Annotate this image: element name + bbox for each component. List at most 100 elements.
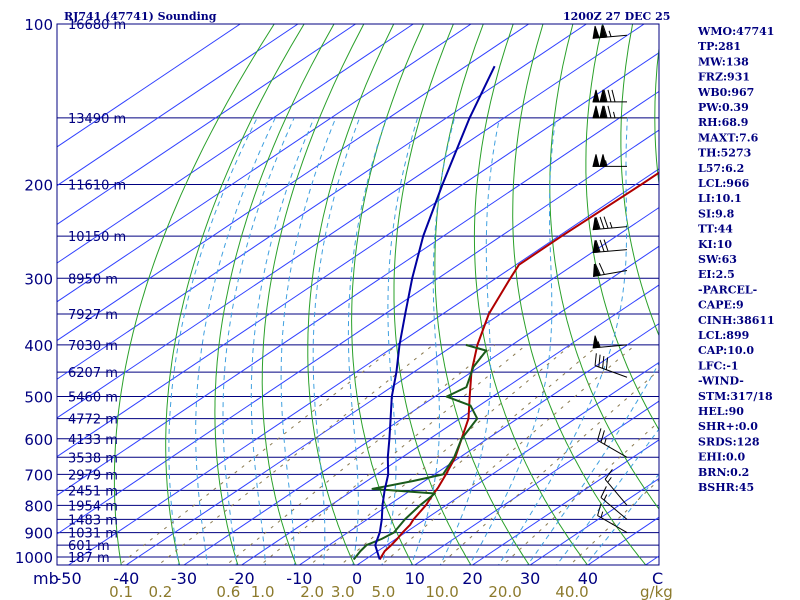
temperature-tick-label: 10: [405, 569, 425, 588]
barb-full: [599, 216, 605, 229]
dry-adiabat: [512, 24, 647, 565]
index-entry: KI:10: [698, 238, 732, 251]
isotherm-line: [414, 556, 427, 565]
wind-barb: [600, 486, 628, 520]
index-entry: SHR+:0.0: [698, 420, 758, 433]
index-entry: BSHR:45: [698, 481, 754, 494]
dry-adiabat: [585, 24, 659, 431]
wind-barbs: [592, 25, 628, 534]
barb-full: [594, 353, 597, 366]
mixing-ratio-tick-label: 0.6: [216, 583, 240, 600]
moist-adiabat: [468, 117, 557, 565]
isotherm-line: [57, 90, 659, 496]
barb-full: [600, 430, 605, 443]
barb-full: [599, 239, 605, 252]
barb-half: [603, 494, 608, 501]
pressure-tick-label: 400: [24, 337, 53, 355]
mixing-ratio-tick-label: 2.0: [300, 583, 324, 600]
barb-shaft: [604, 478, 628, 506]
index-entry: STM:317/18: [698, 390, 773, 403]
isotherm-line: [125, 556, 139, 565]
barb-half: [613, 111, 616, 118]
mixing-ratio-line: [340, 344, 600, 565]
index-entry: TP:281: [698, 40, 741, 53]
parcel-profile: [374, 65, 496, 560]
height-label: 4133 m: [68, 433, 118, 448]
sounding-profiles: [352, 65, 659, 561]
isotherm-line: [356, 556, 370, 565]
plot-frame: [56, 23, 660, 566]
pressure-tick-label: 300: [24, 270, 53, 288]
height-label: 6207 m: [68, 366, 118, 381]
barb-flag: [599, 105, 607, 119]
barb-flag: [599, 25, 607, 39]
index-entry: -WIND-: [698, 375, 744, 388]
temperature-tick-label: -50: [56, 569, 82, 588]
height-label: 8950 m: [68, 272, 118, 287]
barb-half: [604, 438, 607, 445]
mixing-ratio-line: [502, 420, 659, 565]
wind-barb: [592, 25, 628, 39]
barb-flag: [592, 217, 600, 231]
height-label: 1483 m: [68, 513, 118, 528]
index-entry: CAPE:9: [698, 299, 744, 312]
dry-adiabat: [782, 24, 800, 568]
temperature-axis: -50 -40 -30 -20 -10 0 10 20 30 40: [56, 569, 599, 588]
moist-adiabat: [250, 117, 315, 565]
index-entry: FRZ:931: [698, 71, 750, 84]
index-entry: EI:2.5: [698, 268, 735, 281]
index-entry: WB0:967: [697, 86, 754, 99]
barb-flag: [592, 263, 601, 277]
moist-adiabat: [381, 117, 419, 565]
pressure-tick-label: 700: [24, 466, 53, 484]
dry-adiabat: [307, 24, 395, 565]
index-entry: -PARCEL-: [698, 283, 757, 296]
barb-half: [608, 30, 612, 37]
chart-time: 1200Z 27 DEC 25: [563, 10, 670, 23]
barb-full: [607, 89, 612, 103]
isotherm-line: [57, 24, 529, 342]
barb-full: [607, 105, 612, 118]
barb-full: [597, 428, 602, 441]
wind-barb: [592, 154, 627, 167]
wind-barb: [592, 335, 628, 349]
barb-half: [600, 511, 604, 518]
barb-half: [607, 477, 612, 483]
mixing-ratio-tick-label: 0.1: [109, 583, 133, 600]
moist-adiabat: [347, 117, 387, 565]
mixing-ratio-unit-label: g/kg: [640, 583, 673, 600]
barb-full: [603, 105, 608, 118]
mixing-ratio-line: [157, 344, 434, 565]
wind-barb: [597, 428, 628, 458]
barb-flag: [599, 89, 607, 103]
barb-flag: [592, 89, 600, 103]
moist-adiabat: [168, 117, 258, 565]
temperature-tick-label: -30: [171, 569, 197, 588]
celsius-unit-label: C: [652, 569, 663, 588]
barb-full: [602, 356, 605, 369]
index-entry: EHI:0.0: [698, 451, 745, 464]
moist-adiabat: [222, 117, 295, 565]
index-entry: CAP:10.0: [698, 344, 754, 357]
isotherm-line: [299, 556, 312, 565]
pressure-tick-label: 800: [24, 497, 53, 515]
mixing-ratio-line: [439, 369, 659, 565]
isotherm-line: [426, 400, 659, 558]
height-label: 5460 m: [68, 391, 118, 406]
dry-adiabat: [473, 24, 589, 565]
temperature-tick-label: -10: [286, 569, 312, 588]
mixing-ratio-line: [118, 344, 398, 565]
isotherm-line: [57, 24, 356, 225]
index-entry: PW:0.39: [698, 101, 749, 114]
index-entry: MAXT:7.6: [698, 131, 759, 144]
height-labels: 16680 m 13490 m 11610 m 10150 m 8950 m 7927 m…: [68, 18, 126, 566]
moist-adiabat: [526, 362, 659, 565]
index-entry: HEL:90: [698, 405, 744, 418]
isotherm-line: [645, 556, 658, 565]
index-entry: SI:9.8: [698, 207, 735, 220]
isotherm-line: [57, 24, 299, 187]
index-entry: LI:10.1: [698, 192, 742, 205]
dry-adiabat: [261, 24, 365, 565]
barb-shaft: [597, 439, 628, 458]
